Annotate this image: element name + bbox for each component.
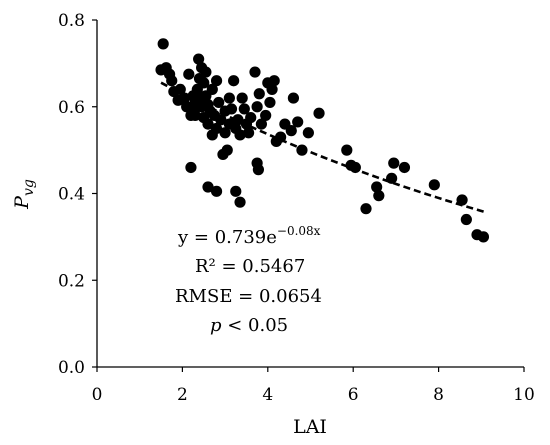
data-point — [341, 144, 353, 156]
fit-equation: y = 0.739e−0.08x — [177, 224, 321, 248]
data-point — [360, 203, 372, 215]
p-value-symbol: p — [210, 315, 222, 336]
y-axis-title-main: P — [11, 195, 33, 210]
data-point — [225, 103, 238, 115]
data-point — [200, 66, 212, 78]
data-point — [260, 109, 272, 122]
x-tick-label: 4 — [262, 385, 273, 405]
data-point — [223, 92, 235, 104]
data-point — [255, 118, 267, 130]
data-point — [285, 125, 297, 137]
data-point — [210, 75, 223, 87]
data-point — [460, 213, 472, 226]
data-point — [230, 185, 242, 197]
y-axis-ticks: 0.0 0.2 0.4 0.6 0.8 — [58, 11, 97, 378]
data-point — [198, 77, 210, 89]
x-axis-ticks: 0 2 4 6 8 10 — [92, 367, 535, 405]
y-axis-title-subscript: vg — [21, 179, 37, 196]
data-point — [215, 114, 227, 126]
x-tick-label: 6 — [348, 385, 359, 405]
data-point — [228, 75, 240, 87]
data-point — [313, 107, 325, 119]
rmse-label: RMSE = 0.0654 — [175, 286, 322, 307]
x-tick-label: 8 — [433, 385, 444, 405]
data-point — [249, 66, 261, 78]
data-point — [266, 83, 278, 95]
data-point — [456, 194, 468, 206]
x-tick-label: 0 — [92, 385, 103, 405]
data-point — [253, 88, 265, 100]
exponential-fit-line — [160, 81, 486, 214]
data-point — [210, 122, 223, 135]
y-tick-label: 0.4 — [58, 185, 85, 205]
data-point — [264, 96, 276, 109]
x-tick-label: 2 — [177, 385, 188, 405]
x-tick-label: 10 — [513, 385, 535, 405]
data-point — [373, 190, 385, 202]
data-point — [398, 161, 411, 174]
data-point — [236, 92, 248, 104]
data-point — [302, 127, 314, 139]
data-point — [245, 111, 257, 124]
data-point — [174, 83, 186, 95]
data-point — [157, 38, 169, 50]
data-point — [238, 103, 250, 115]
data-point — [185, 161, 197, 174]
data-point — [206, 83, 218, 95]
fit-equation-exponent: −0.08x — [277, 224, 321, 238]
data-point — [221, 144, 233, 156]
data-point — [252, 164, 265, 176]
data-point — [349, 161, 361, 174]
r-squared-label: R² = 0.5467 — [195, 256, 305, 277]
data-point — [202, 118, 214, 130]
data-point — [287, 92, 300, 104]
data-point — [189, 109, 201, 122]
data-points — [155, 38, 490, 243]
data-point — [428, 179, 440, 191]
x-axis-title: LAI — [293, 416, 327, 438]
data-point — [219, 127, 231, 139]
data-point — [213, 96, 225, 109]
y-axis-title: Pvg — [11, 179, 37, 210]
data-point — [202, 181, 214, 193]
data-point — [234, 196, 246, 208]
y-tick-label: 0.2 — [58, 271, 85, 291]
data-point — [210, 185, 223, 197]
data-point — [296, 144, 308, 156]
data-point — [183, 68, 195, 80]
data-point — [178, 92, 191, 104]
data-point — [388, 157, 400, 169]
data-point — [477, 231, 490, 243]
p-value-label: p < 0.05 — [210, 315, 288, 336]
p-value-threshold: < 0.05 — [222, 315, 289, 336]
data-point — [242, 127, 255, 139]
data-point — [371, 181, 383, 193]
data-point — [292, 116, 304, 128]
y-tick-label: 0.0 — [58, 358, 85, 378]
fit-equation-base: y = 0.739e — [177, 227, 277, 248]
y-tick-label: 0.8 — [58, 11, 85, 31]
data-point — [268, 75, 280, 87]
data-point — [251, 101, 263, 113]
annotation-block: y = 0.739e−0.08x R² = 0.5467 RMSE = 0.06… — [175, 224, 322, 336]
data-point — [193, 53, 205, 65]
data-point — [166, 75, 178, 87]
data-point — [234, 129, 246, 141]
y-tick-label: 0.6 — [58, 98, 85, 118]
